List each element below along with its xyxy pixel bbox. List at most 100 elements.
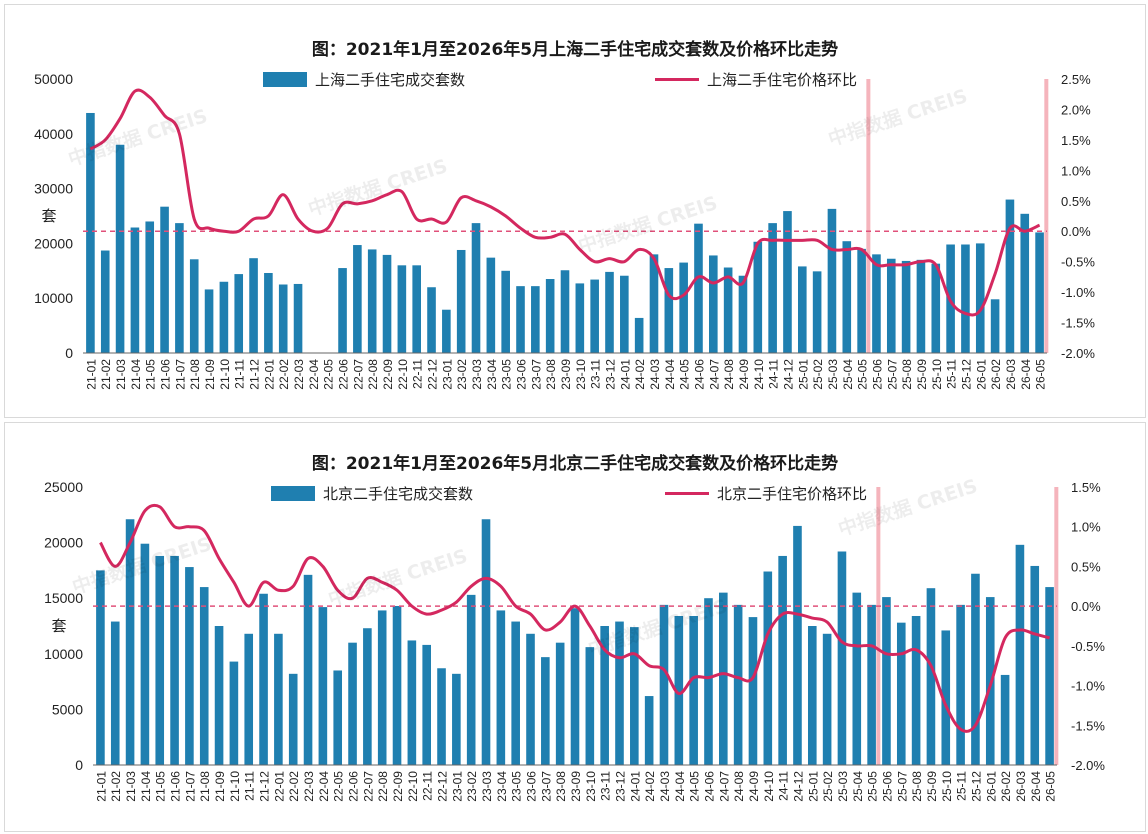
- x-tick-label: 23-03: [470, 359, 484, 390]
- x-tick-label: 21-05: [144, 359, 158, 390]
- bar: [768, 223, 777, 353]
- x-tick-label: 22-10: [396, 359, 410, 390]
- chart-title: 图：2021年1月至2026年5月北京二手住宅成交套数及价格环比走势: [311, 454, 839, 474]
- right-axis-tick-label: -0.5%: [1061, 255, 1095, 270]
- x-tick-label: 21-03: [124, 771, 138, 802]
- x-tick-label: 24-12: [781, 359, 795, 390]
- bar: [412, 265, 421, 353]
- bar: [630, 627, 639, 765]
- bar: [452, 673, 461, 765]
- x-tick-label: 25-04: [851, 771, 865, 802]
- x-tick-label: 23-09: [569, 771, 583, 802]
- bar: [86, 112, 95, 353]
- left-axis-tick-label: 10000: [44, 646, 83, 662]
- x-tick-label: 21-04: [129, 359, 143, 390]
- x-tick-label: 25-10: [930, 359, 944, 390]
- right-axis-tick-label: -2.0%: [1071, 758, 1105, 773]
- x-tick-label: 26-05: [1044, 771, 1058, 802]
- x-tick-label: 25-03: [836, 771, 850, 802]
- shanghai-chart-panel: 图：2021年1月至2026年5月上海二手住宅成交套数及价格环比走势 上海二手住…: [4, 4, 1146, 418]
- x-tick-label: 23-12: [613, 771, 627, 802]
- bar: [704, 598, 713, 765]
- left-axis-tick-label: 30000: [34, 181, 73, 197]
- chart-title: 图：2021年1月至2026年5月上海二手住宅成交套数及价格环比走势: [311, 40, 839, 60]
- bar: [219, 281, 229, 353]
- bar: [471, 223, 481, 353]
- x-tick-label: 23-12: [603, 359, 617, 390]
- x-tick-label: 22-04: [307, 359, 321, 390]
- x-tick-label: 25-01: [806, 771, 820, 802]
- x-tick-label: 21-12: [248, 359, 262, 390]
- x-tick-label: 25-12: [969, 771, 983, 802]
- bar: [570, 608, 580, 765]
- bar: [348, 642, 357, 765]
- x-tick-label: 23-07: [539, 771, 553, 802]
- x-tick-label: 21-02: [99, 359, 113, 390]
- bar: [333, 670, 343, 765]
- x-tick-label: 25-09: [925, 771, 939, 802]
- bar: [531, 286, 540, 353]
- x-tick-label: 22-02: [287, 771, 301, 802]
- right-axis-tick-label: 1.0%: [1061, 163, 1091, 178]
- bar: [1035, 232, 1044, 353]
- x-tick-label: 22-12: [426, 359, 440, 390]
- x-tick-label: 21-03: [114, 359, 128, 390]
- bar: [501, 270, 510, 353]
- bar: [100, 250, 110, 353]
- left-axis-tick-label: 0: [65, 345, 73, 361]
- bar: [689, 615, 698, 765]
- bar: [763, 571, 773, 765]
- bar: [407, 640, 417, 765]
- x-tick-label: 25-07: [895, 771, 909, 802]
- right-axis-tick-label: -2.0%: [1061, 346, 1095, 361]
- right-axis-tick-label: -0.5%: [1071, 639, 1105, 654]
- x-tick-label: 24-07: [707, 359, 721, 390]
- x-tick-label: 23-07: [529, 359, 543, 390]
- bar: [115, 144, 125, 353]
- left-axis-tick-label: 10000: [34, 290, 73, 306]
- bar: [244, 633, 254, 765]
- bar: [155, 555, 165, 765]
- left-axis-label: 套: [51, 617, 66, 635]
- bar: [1020, 213, 1030, 353]
- x-tick-label: 24-10: [752, 359, 766, 390]
- bar: [1015, 544, 1025, 765]
- bar: [827, 208, 837, 353]
- bar: [422, 644, 431, 765]
- x-tick-label: 22-09: [381, 359, 395, 390]
- x-tick-label: 24-04: [663, 359, 677, 390]
- legend-line-label: 北京二手住宅价格环比: [717, 485, 868, 503]
- x-tick-label: 22-07: [351, 359, 365, 390]
- bar: [555, 642, 565, 765]
- x-tick-label: 21-09: [213, 771, 227, 802]
- bar: [634, 317, 644, 353]
- bar: [437, 668, 446, 765]
- bar: [560, 270, 570, 353]
- x-tick-label: 24-06: [692, 359, 706, 390]
- x-tick-label: 24-09: [747, 771, 761, 802]
- right-axis-tick-label: 2.0%: [1061, 102, 1091, 117]
- bar: [753, 241, 763, 353]
- x-tick-label: 22-11: [411, 359, 425, 389]
- x-tick-label: 23-04: [485, 359, 499, 390]
- bar: [185, 567, 194, 765]
- x-tick-label: 21-08: [198, 771, 212, 802]
- x-tick-label: 24-11: [777, 771, 791, 801]
- bar: [278, 284, 288, 353]
- x-tick-label: 22-08: [366, 359, 380, 390]
- x-tick-label: 22-09: [391, 771, 405, 802]
- bar: [160, 206, 169, 353]
- bar: [620, 275, 629, 353]
- bar: [541, 657, 550, 765]
- x-tick-label: 25-07: [885, 359, 899, 390]
- bar: [911, 615, 921, 765]
- bar: [649, 254, 659, 353]
- legend-bar-label: 北京二手住宅成交套数: [323, 485, 474, 503]
- bar: [837, 551, 847, 765]
- bar: [694, 223, 703, 353]
- x-tick-label: 22-11: [421, 771, 435, 801]
- x-tick-label: 25-08: [910, 771, 924, 802]
- highlight-band: [876, 487, 881, 765]
- bar: [956, 604, 965, 765]
- beijing-plot: 0 5000 10000 15000 20000 25000 套 -2.0% -1.5% -1.0…: [44, 479, 1105, 802]
